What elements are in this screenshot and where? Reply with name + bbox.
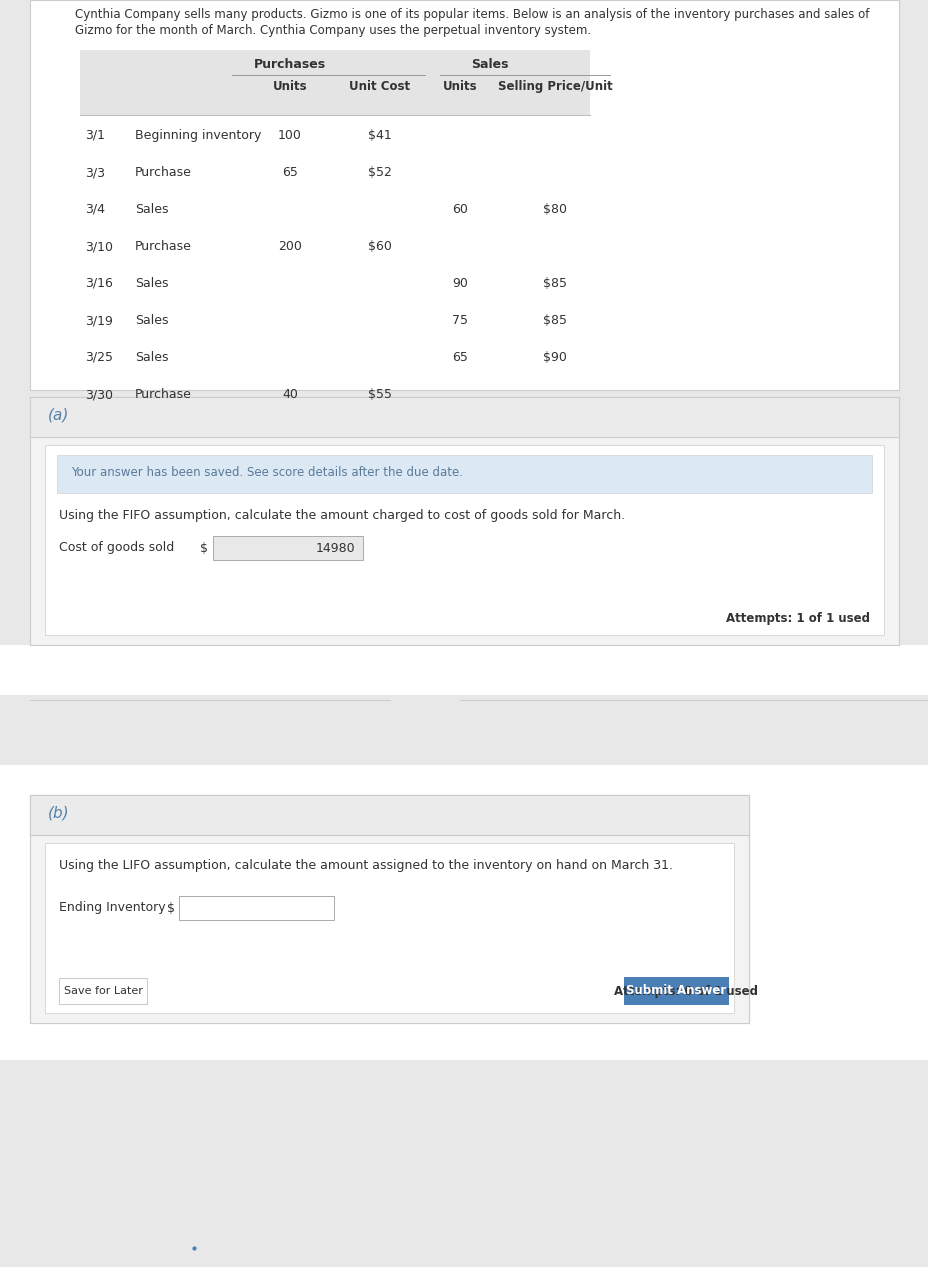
FancyBboxPatch shape [59,978,147,1003]
Text: Selling Price/Unit: Selling Price/Unit [497,80,612,92]
Text: 3/19: 3/19 [84,314,113,327]
FancyBboxPatch shape [0,765,928,1060]
FancyBboxPatch shape [30,397,898,645]
Text: 75: 75 [452,314,468,327]
Text: 60: 60 [452,203,468,215]
Text: Sales: Sales [470,58,509,71]
Text: 3/4: 3/4 [84,203,105,215]
Text: 3/3: 3/3 [84,166,105,179]
Text: $: $ [167,902,174,915]
FancyBboxPatch shape [213,536,363,560]
FancyBboxPatch shape [80,49,589,115]
Text: $55: $55 [367,388,392,400]
Text: 14980: 14980 [315,541,354,555]
Text: 3/30: 3/30 [84,388,113,400]
Text: 200: 200 [277,239,302,253]
FancyBboxPatch shape [45,445,883,635]
Text: Attempts: 1 of 1 used: Attempts: 1 of 1 used [725,612,869,625]
Text: Using the FIFO assumption, calculate the amount charged to cost of goods sold fo: Using the FIFO assumption, calculate the… [59,509,625,522]
Text: Cost of goods sold: Cost of goods sold [59,541,174,555]
FancyBboxPatch shape [30,0,898,390]
Text: Units: Units [273,80,307,92]
Text: Units: Units [443,80,477,92]
Text: $: $ [200,541,208,555]
Text: 100: 100 [277,129,302,142]
Text: $85: $85 [542,277,566,290]
Text: Sales: Sales [135,351,168,364]
FancyBboxPatch shape [179,896,334,920]
FancyBboxPatch shape [30,794,748,1022]
FancyBboxPatch shape [0,645,928,791]
Text: $60: $60 [367,239,392,253]
FancyBboxPatch shape [624,977,728,1005]
Text: Purchases: Purchases [253,58,326,71]
Text: Purchase: Purchase [135,239,192,253]
Text: $52: $52 [367,166,392,179]
FancyBboxPatch shape [30,794,748,1022]
Text: Cynthia Company sells many products. Gizmo is one of its popular items. Below is: Cynthia Company sells many products. Giz… [75,8,869,22]
FancyBboxPatch shape [57,455,871,493]
Text: (b): (b) [48,805,70,820]
Text: $80: $80 [542,203,566,215]
Text: Your answer has been saved. See score details after the due date.: Your answer has been saved. See score de… [71,466,462,479]
Text: Sales: Sales [135,203,168,215]
Text: 90: 90 [452,277,468,290]
FancyBboxPatch shape [30,397,898,437]
Text: (a): (a) [48,407,70,422]
Text: 3/1: 3/1 [84,129,105,142]
Text: 3/16: 3/16 [84,277,113,290]
FancyBboxPatch shape [30,794,748,835]
Text: 40: 40 [282,388,298,400]
Text: Ending Inventory: Ending Inventory [59,902,165,915]
Text: 3/10: 3/10 [84,239,113,253]
Text: $41: $41 [367,129,392,142]
Text: Gizmo for the month of March. Cynthia Company uses the perpetual inventory syste: Gizmo for the month of March. Cynthia Co… [75,24,590,37]
Text: Beginning inventory: Beginning inventory [135,129,261,142]
Text: Sales: Sales [135,277,168,290]
Text: Purchase: Purchase [135,166,192,179]
Text: 65: 65 [282,166,298,179]
Text: 3/25: 3/25 [84,351,113,364]
Text: Purchase: Purchase [135,388,192,400]
Text: Using the LIFO assumption, calculate the amount assigned to the inventory on han: Using the LIFO assumption, calculate the… [59,859,672,872]
Text: Unit Cost: Unit Cost [349,80,410,92]
Text: 65: 65 [452,351,468,364]
Text: Save for Later: Save for Later [63,986,142,996]
Text: $85: $85 [542,314,566,327]
Text: $90: $90 [543,351,566,364]
FancyBboxPatch shape [45,843,733,1014]
Text: Submit Answer: Submit Answer [625,984,726,997]
FancyBboxPatch shape [0,645,928,696]
Text: Attempts: 0 of 1 used: Attempts: 0 of 1 used [613,984,757,997]
Text: Sales: Sales [135,314,168,327]
